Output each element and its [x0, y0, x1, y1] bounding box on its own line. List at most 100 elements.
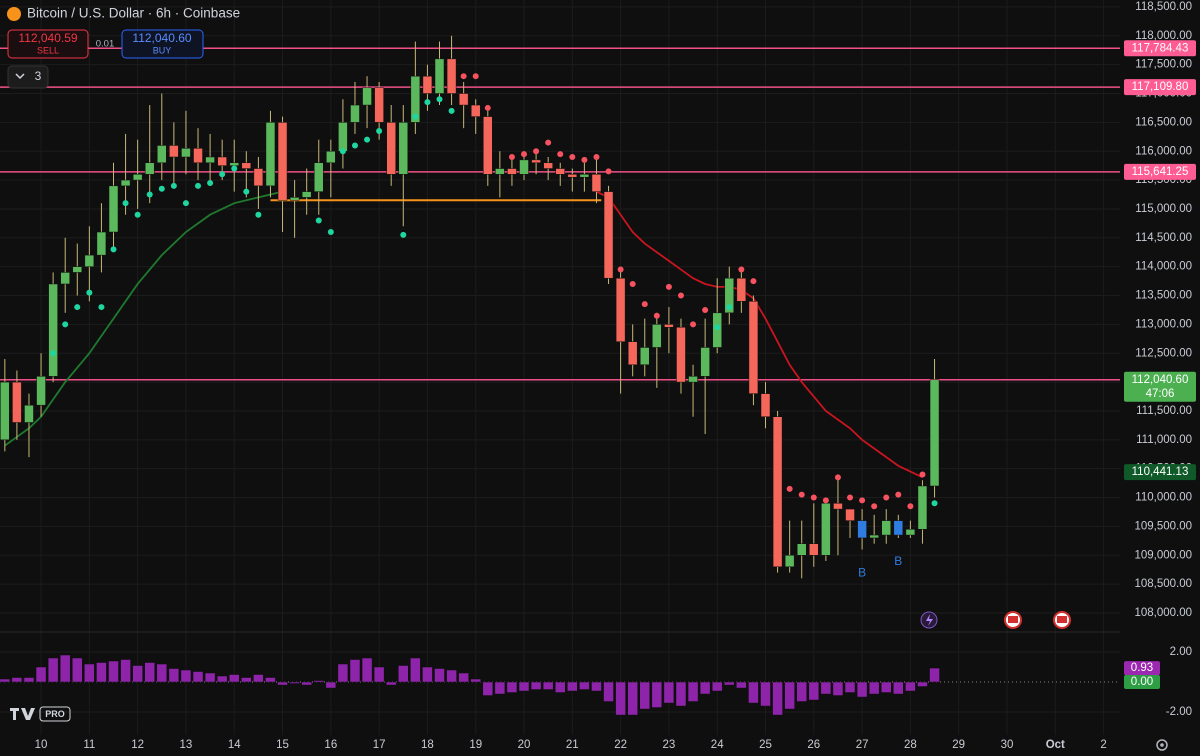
- candle-body: [24, 404, 34, 423]
- candle-body: [241, 162, 252, 169]
- oscillator-bar: [349, 659, 361, 683]
- oscillator-bar: [687, 681, 699, 702]
- sar-dot: [484, 104, 491, 111]
- sar-dot: [653, 312, 660, 319]
- oscillator-bar: [905, 681, 916, 692]
- x-tick-label: 23: [663, 739, 676, 751]
- sar-dot: [243, 188, 250, 195]
- candle-body: [193, 148, 203, 164]
- x-tick-label: 19: [469, 739, 482, 751]
- oscillator-bar: [820, 681, 832, 695]
- sar-dot: [545, 139, 552, 146]
- oscillator-bar: [639, 681, 651, 710]
- oscillator-bar: [253, 674, 264, 683]
- oscillator-bar: [567, 681, 578, 692]
- buy-price[interactable]: 112,040.60: [132, 31, 191, 45]
- candle-body: [386, 122, 396, 175]
- candle-body: [60, 272, 70, 285]
- sell-price[interactable]: 112,040.59: [18, 31, 77, 45]
- oscillator-bar: [506, 681, 518, 693]
- oscillator-bar: [361, 657, 373, 683]
- y2-tick-label: 2.00: [1170, 646, 1192, 658]
- candle-body: [157, 145, 167, 164]
- candle-body: [48, 283, 58, 377]
- oscillator-bar: [711, 681, 723, 692]
- price-badge-label: 110,441.13: [1132, 466, 1189, 478]
- candle-body: [833, 503, 843, 510]
- candle-body: [519, 159, 529, 175]
- candle-body: [314, 162, 324, 192]
- oscillator-bar: [627, 681, 638, 716]
- toggle-box[interactable]: [7, 65, 49, 89]
- candle-body: [108, 185, 119, 233]
- oscillator-bar: [398, 665, 409, 683]
- sar-dot: [364, 136, 371, 143]
- sar-dot: [146, 191, 153, 198]
- candle-body: [615, 277, 626, 342]
- candle-body: [760, 393, 771, 417]
- oscillator-bar: [796, 681, 807, 702]
- candle-body: [338, 122, 348, 152]
- sar-dot: [86, 289, 93, 296]
- candle-body: [350, 104, 360, 123]
- sar-dot: [158, 185, 165, 192]
- sar-dot: [207, 179, 214, 186]
- sar-dot: [351, 142, 358, 149]
- sar-dot: [98, 304, 105, 311]
- candle-body: [652, 324, 662, 348]
- chevron[interactable]: [15, 73, 25, 80]
- sar-dot: [182, 200, 189, 207]
- sell-label[interactable]: SELL: [37, 45, 59, 55]
- buy-button[interactable]: 112,040.60 BUY: [121, 29, 204, 59]
- sar-dot: [907, 503, 914, 510]
- candle-body: [458, 93, 469, 106]
- y-tick-label: 109,500.00: [1134, 520, 1192, 532]
- candle-body: [277, 122, 288, 201]
- sar-dot: [400, 231, 407, 238]
- candle-body: [845, 508, 855, 521]
- candle-body: [543, 162, 553, 169]
- signal-label: B: [858, 566, 866, 580]
- oscillator-bar: [277, 681, 288, 686]
- oscillator-bar: [844, 681, 856, 693]
- y-tick-label: 113,500.00: [1135, 290, 1192, 302]
- oscillator-bar: [168, 668, 180, 683]
- candle-body: [12, 381, 22, 423]
- sell-box[interactable]: [7, 29, 89, 59]
- sar-dot: [110, 246, 117, 253]
- candle-body: [640, 347, 650, 366]
- candle-body: [96, 231, 107, 256]
- indicators-count[interactable]: 3: [35, 69, 42, 83]
- candle-body: [217, 156, 227, 166]
- x-tick-label: 27: [856, 739, 869, 751]
- sar-dot: [665, 283, 672, 290]
- sar-dot: [50, 350, 57, 357]
- candle-body: [531, 159, 541, 164]
- sar-dot: [315, 217, 322, 224]
- sar-dot: [641, 301, 648, 308]
- countdown: 47:06: [1146, 388, 1175, 400]
- oscillator-bar: [530, 681, 542, 690]
- buy-label[interactable]: BUY: [153, 45, 172, 55]
- oscillator-bar: [204, 672, 216, 683]
- oscillator-bar: [579, 681, 590, 690]
- oscillator-bar: [289, 681, 300, 684]
- oscillator-bar: [554, 681, 566, 693]
- oscillator-bar: [748, 681, 759, 704]
- sell-button[interactable]: 112,040.59 SELL: [7, 29, 89, 59]
- candle-body: [748, 301, 759, 394]
- y2-tick-label: -2.00: [1166, 706, 1192, 718]
- sar-dot: [726, 304, 733, 311]
- sar-dot: [605, 168, 612, 175]
- candle-body: [132, 174, 143, 181]
- x-tick-label: 12: [131, 739, 144, 751]
- oscillator-bar: [59, 654, 71, 683]
- oscillator-bar: [410, 657, 421, 683]
- indicators-toggle[interactable]: 3: [7, 65, 49, 89]
- buy-box[interactable]: [121, 29, 204, 59]
- marks-layer: [0, 35, 940, 716]
- oscillator-bar: [808, 681, 820, 701]
- y-tick-label: 113,000.00: [1135, 318, 1192, 330]
